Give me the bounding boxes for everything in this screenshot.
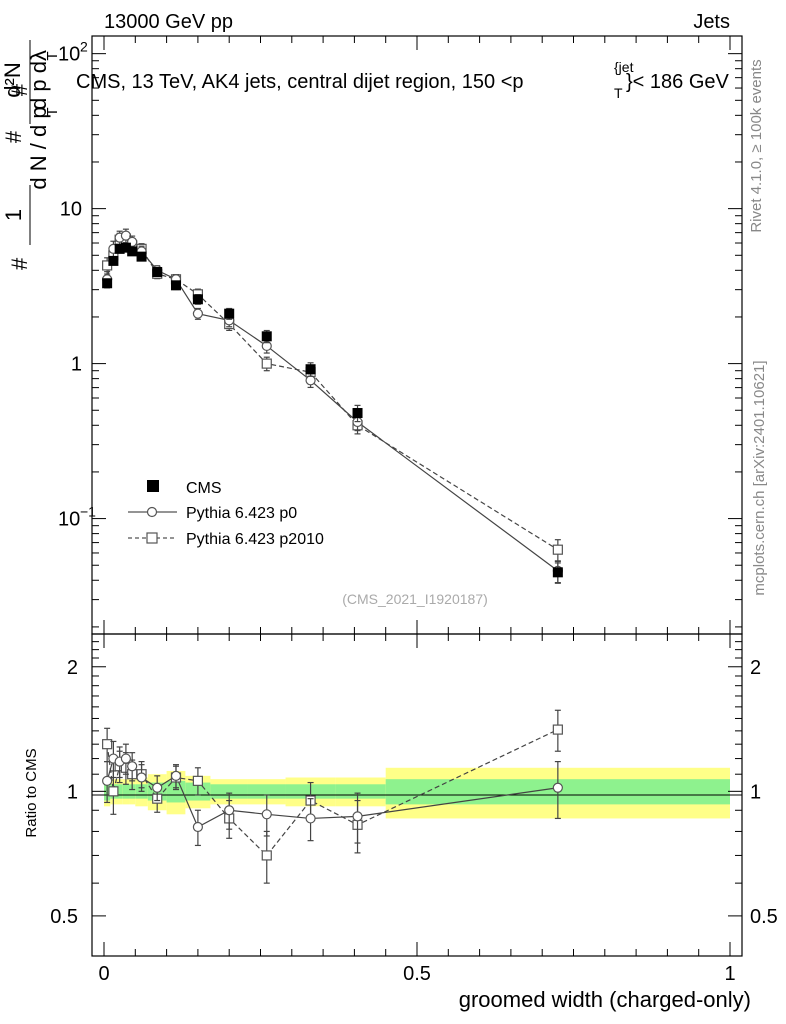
ratio-p2010-point-8 — [192, 775, 203, 786]
rivet-label: Rivet 4.1.0, ≥ 100k events — [748, 59, 765, 232]
legend-label-p0: Pythia 6.423 p0 — [186, 505, 297, 522]
main-ytick-power-label-1: 10 — [58, 509, 80, 531]
p2010-point-13 — [552, 544, 563, 555]
svg-text:1: 1 — [1, 209, 26, 221]
chart-title: CMS, 13 TeV, AK4 jets, central dijet reg… — [76, 59, 730, 101]
band-inner-4 — [129, 784, 136, 799]
cms-point-12 — [352, 408, 363, 419]
main-ytick-power-label-0: 10 — [58, 44, 80, 66]
band-inner-2 — [116, 784, 123, 799]
xlabel: groomed width (charged-only) — [459, 987, 751, 1012]
cms-point-3 — [120, 242, 131, 253]
ratio-p0-point-0 — [102, 775, 113, 786]
header-right: Jets — [693, 11, 730, 33]
ratio-ytick-label-right-2: 0.5 — [750, 906, 778, 928]
ratio-p0-point-3 — [120, 753, 132, 764]
ratio-ytick-label-right-1: 1 — [750, 781, 761, 803]
main-ytick-label-0: 10 — [60, 199, 82, 221]
svg-text:T: T — [44, 51, 61, 60]
cms-point-11 — [305, 364, 316, 375]
xtick-label-1: 0.5 — [403, 963, 431, 985]
header-left: 13000 GeV pp — [104, 11, 233, 33]
svg-text:#: # — [7, 83, 32, 96]
ratio-ytick-label-left-1: 1 — [67, 781, 78, 803]
cms-point-9 — [224, 308, 235, 319]
ratio-p2010-point-13 — [552, 724, 563, 735]
svg-text:#: # — [1, 130, 26, 143]
cms-point-1 — [108, 255, 119, 266]
ratio-p0-point-10 — [261, 809, 272, 820]
ratio-p0-point-8 — [192, 821, 203, 833]
ratio-ytick-label-left-2: 0.5 — [50, 906, 78, 928]
title-sup: {jet — [614, 59, 634, 75]
svg-text:T: T — [44, 107, 61, 116]
p0-point-8 — [192, 308, 203, 319]
cms-point-4 — [127, 246, 138, 257]
cms-point-10 — [261, 331, 272, 342]
ratio-p0-point-7 — [170, 770, 182, 781]
ratio-p0-point-12 — [352, 811, 363, 822]
ratio-p0-point-5 — [136, 772, 147, 783]
xtick-label-0: 0 — [98, 963, 109, 985]
legend-label-cms: CMS — [186, 480, 222, 497]
p0-point-11 — [305, 375, 316, 386]
legend-label-p2010: Pythia 6.423 p2010 — [186, 531, 324, 548]
svg-text:#: # — [7, 257, 32, 270]
ratio-p0-point-13 — [552, 782, 563, 793]
mcplots-label: mcplots.cern.ch [arXiv:2401.10621] — [751, 360, 768, 595]
legend-marker-p0 — [146, 506, 158, 518]
main-ytick-power-exp-0: 2 — [80, 39, 88, 55]
ylabel-ratio: Ratio to CMS — [23, 748, 40, 837]
legend-marker-p2010 — [146, 532, 158, 544]
main-ytick-label-1: 1 — [71, 354, 82, 376]
legend: CMS Pythia 6.423 p0 Pythia 6.423 p2010 — [128, 480, 324, 548]
cms-point-7 — [170, 280, 181, 291]
ratio-ytick-label-left-0: 2 — [67, 657, 78, 679]
svg-text:d p dλ: d p dλ — [26, 50, 51, 110]
cms-point-0 — [102, 278, 113, 289]
main-ytick-power-exp-1: −1 — [80, 504, 96, 520]
main-line-p2010 — [106, 238, 559, 551]
ratio-p2010-point-1 — [108, 786, 119, 797]
band-inner-3 — [122, 784, 130, 799]
p2010-point-10 — [261, 358, 272, 369]
svg-text:CMS, 13 TeV, AK4 jets, central: CMS, 13 TeV, AK4 jets, central dijet reg… — [76, 71, 524, 93]
xtick-label-2: 1 — [724, 963, 735, 985]
cms-point-13 — [552, 567, 563, 578]
cms-point-5 — [136, 251, 147, 262]
ratio-p0-point-11 — [305, 813, 316, 824]
title-main: CMS, 13 TeV, AK4 jets, central dijet reg… — [76, 71, 524, 93]
ratio-p0-point-6 — [152, 782, 163, 793]
ratio-ytick-label-right-0: 2 — [750, 657, 761, 679]
main-y-axis-label: # 1 d N / d p T # # d²N d p dλ T — [0, 40, 61, 270]
svg-text:d²N: d²N — [0, 62, 25, 97]
ratio-p2010-point-10 — [261, 850, 272, 861]
ratio-p0-point-4 — [127, 761, 138, 772]
legend-marker-cms — [147, 480, 159, 492]
cms-point-6 — [152, 267, 163, 278]
cms-point-8 — [192, 294, 203, 305]
analysis-tag: (CMS_2021_I1920187) — [342, 591, 488, 607]
cms-point-2 — [114, 243, 125, 254]
ratio-p2010-point-0 — [102, 739, 113, 750]
band-inner-12 — [335, 784, 386, 799]
ratio-p0-point-9 — [224, 805, 235, 816]
title-tail: }< 186 GeV — [626, 71, 730, 93]
title-sub: T — [614, 85, 623, 101]
